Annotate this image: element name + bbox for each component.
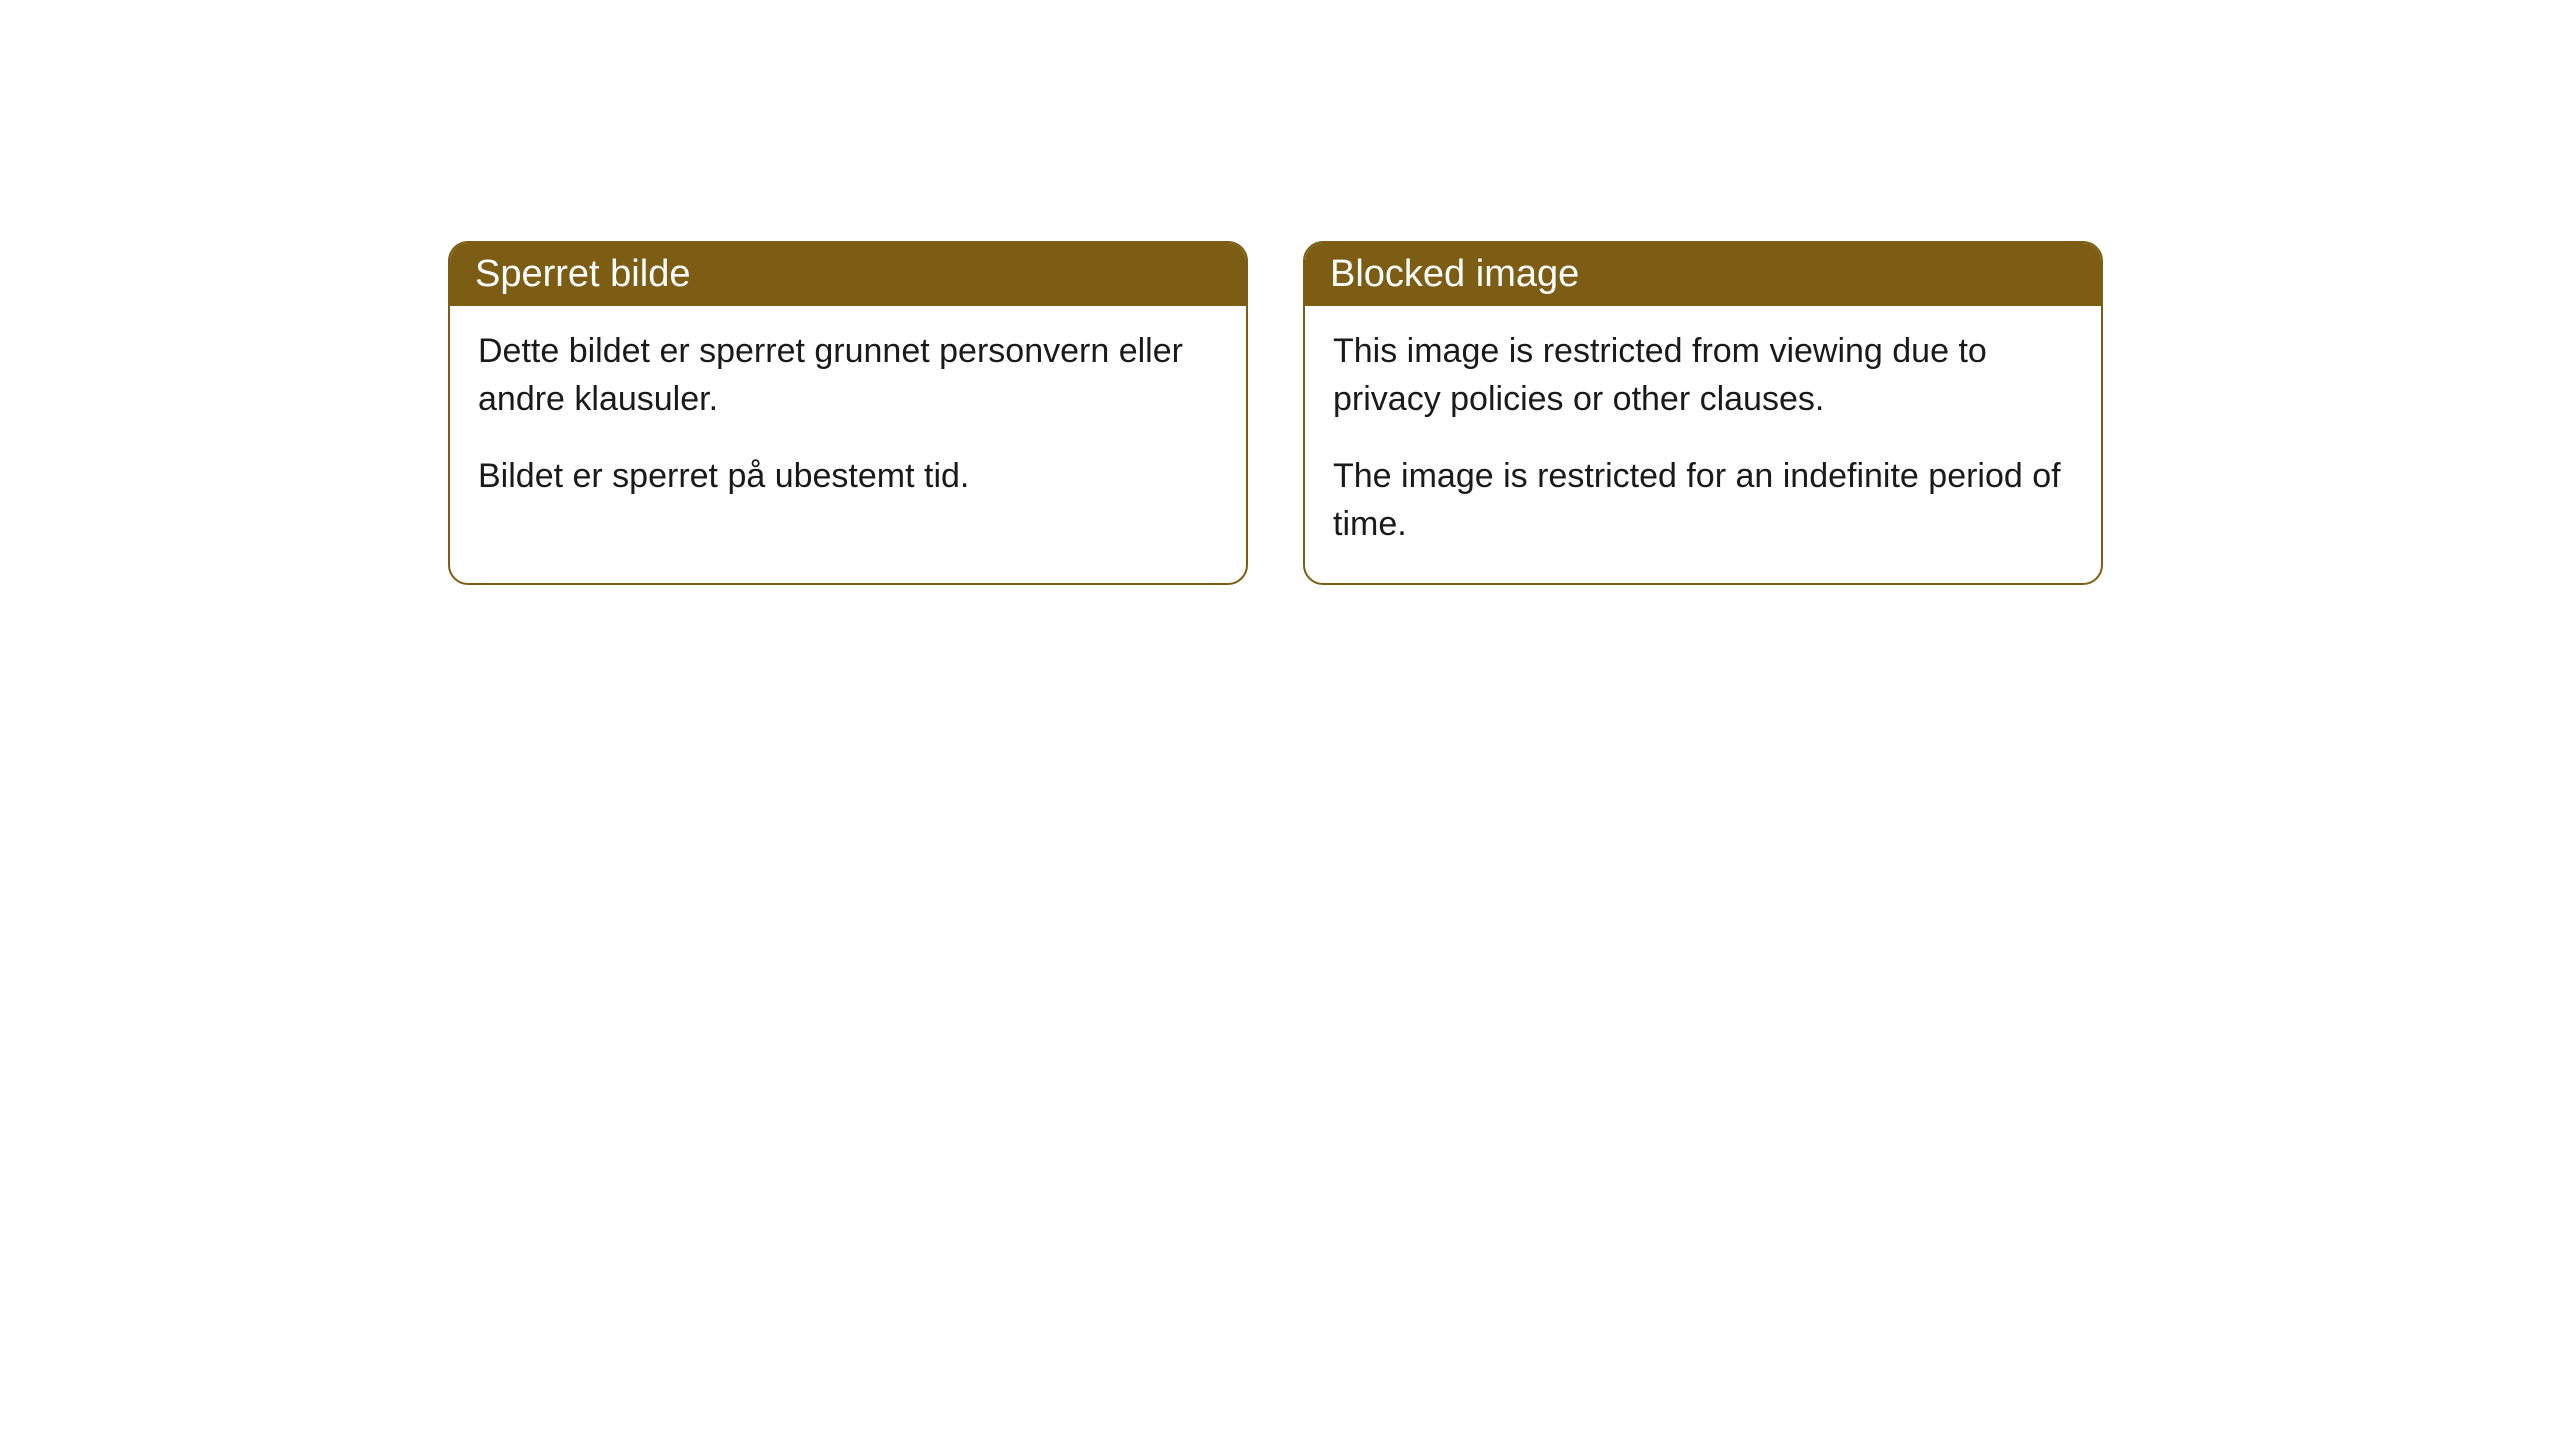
blocked-image-card-english: Blocked image This image is restricted f… [1303, 241, 2103, 585]
card-text-english-2: The image is restricted for an indefinit… [1333, 453, 2073, 548]
card-text-norwegian-1: Dette bildet er sperret grunnet personve… [478, 328, 1218, 423]
card-body-norwegian: Dette bildet er sperret grunnet personve… [450, 306, 1246, 536]
card-body-english: This image is restricted from viewing du… [1305, 306, 2101, 583]
notice-cards-container: Sperret bilde Dette bildet er sperret gr… [448, 241, 2103, 585]
blocked-image-card-norwegian: Sperret bilde Dette bildet er sperret gr… [448, 241, 1248, 585]
card-text-english-1: This image is restricted from viewing du… [1333, 328, 2073, 423]
card-text-norwegian-2: Bildet er sperret på ubestemt tid. [478, 453, 1218, 501]
card-header-norwegian: Sperret bilde [450, 243, 1246, 306]
card-header-english: Blocked image [1305, 243, 2101, 306]
